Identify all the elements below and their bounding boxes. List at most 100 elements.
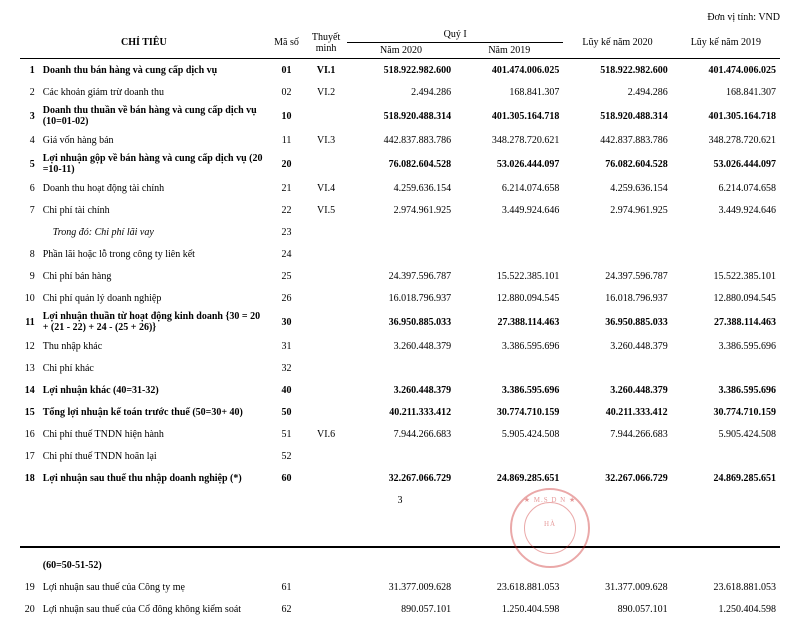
cell	[305, 265, 347, 287]
cell: 20	[268, 151, 305, 177]
cell: 52	[268, 445, 305, 467]
cell: Lợi nhuận sau thuế thu nhập doanh nghiệp…	[39, 467, 268, 489]
unit-label: Đơn vị tính: VND	[20, 12, 780, 23]
cell: 15.522.385.101	[455, 265, 563, 287]
cell: Phần lãi hoặc lỗ trong công ty liên kết	[39, 243, 268, 265]
cell: 442.837.883.786	[563, 129, 671, 151]
cell: 1	[20, 59, 39, 82]
cell: VI.5	[305, 199, 347, 221]
cell: 4.259.636.154	[347, 177, 455, 199]
cell: 25	[268, 265, 305, 287]
cell: 2	[20, 81, 39, 103]
cell: VI.3	[305, 129, 347, 151]
cell: Thu nhập khác	[39, 335, 268, 357]
cell: VI.1	[305, 59, 347, 82]
cell: 348.278.720.621	[672, 129, 780, 151]
cell: Chi phí bán hàng	[39, 265, 268, 287]
cell	[563, 243, 671, 265]
income-statement-table-cont: (60=50-51-52) 19Lợi nhuận sau thuế của C…	[20, 554, 780, 620]
cell: 518.922.982.600	[563, 59, 671, 82]
table-row: 18Lợi nhuận sau thuế thu nhập doanh nghi…	[20, 467, 780, 489]
cell: 32.267.066.729	[563, 467, 671, 489]
cell: 10	[268, 103, 305, 129]
cell: 01	[268, 59, 305, 82]
table-row: 19Lợi nhuận sau thuế của Công ty mẹ6131.…	[20, 576, 780, 598]
cell: 31.377.009.628	[563, 576, 671, 598]
cell: 6	[20, 177, 39, 199]
cell: 7	[20, 199, 39, 221]
cell	[347, 357, 455, 379]
cell	[347, 221, 455, 243]
cell: 3.260.448.379	[347, 335, 455, 357]
cell	[305, 287, 347, 309]
table-row-formula: (60=50-51-52)	[20, 554, 780, 576]
cell: 12.880.094.545	[455, 287, 563, 309]
table-body-cont: (60=50-51-52) 19Lợi nhuận sau thuế của C…	[20, 554, 780, 620]
cell: 7.944.266.683	[347, 423, 455, 445]
cell: VI.2	[305, 81, 347, 103]
cell: 11	[268, 129, 305, 151]
cell: 15.522.385.101	[672, 265, 780, 287]
cell	[305, 445, 347, 467]
table-row: 8Phần lãi hoặc lỗ trong công ty liên kết…	[20, 243, 780, 265]
cell	[563, 445, 671, 467]
cell: 3	[20, 103, 39, 129]
cell: 13	[20, 357, 39, 379]
cell: 518.920.488.314	[347, 103, 455, 129]
cell: 27.388.114.463	[455, 309, 563, 335]
table-row: Trong đó: Chi phí lãi vay23	[20, 221, 780, 243]
cell: 3.386.595.696	[672, 335, 780, 357]
cell: Doanh thu bán hàng và cung cấp dịch vụ	[39, 59, 268, 82]
table-body-main: 1Doanh thu bán hàng và cung cấp dịch vụ0…	[20, 59, 780, 490]
cell: 168.841.307	[455, 81, 563, 103]
cell: 16	[20, 423, 39, 445]
cell: 24.869.285.651	[455, 467, 563, 489]
cell: 348.278.720.621	[455, 129, 563, 151]
cell: 23.618.881.053	[455, 576, 563, 598]
cell: 31.377.009.628	[347, 576, 455, 598]
cell: 17	[20, 445, 39, 467]
cell	[305, 309, 347, 335]
cell: VI.4	[305, 177, 347, 199]
table-row: 11Lợi nhuận thuần từ hoạt động kinh doan…	[20, 309, 780, 335]
cell: 6.214.074.658	[455, 177, 563, 199]
cell: Lợi nhuận khác (40=31-32)	[39, 379, 268, 401]
cell: Chi phí quản lý doanh nghiệp	[39, 287, 268, 309]
cell: 518.920.488.314	[563, 103, 671, 129]
cell: 22	[268, 199, 305, 221]
company-stamp-icon: ★ M.S D N ★ HÀ	[510, 488, 590, 568]
cell	[455, 221, 563, 243]
cell: Lợi nhuận thuần từ hoạt động kinh doanh …	[39, 309, 268, 335]
cell: 401.305.164.718	[455, 103, 563, 129]
table-row: 17Chi phí thuế TNDN hoãn lại52	[20, 445, 780, 467]
cell: 1.250.404.598	[455, 598, 563, 620]
cell	[305, 357, 347, 379]
cell: 15	[20, 401, 39, 423]
cell: 31	[268, 335, 305, 357]
cell	[347, 243, 455, 265]
table-row: 14Lợi nhuận khác (40=31-32)403.260.448.3…	[20, 379, 780, 401]
hdr-ma-so: Mã số	[268, 27, 305, 59]
cell: 5.905.424.508	[672, 423, 780, 445]
cell: 8	[20, 243, 39, 265]
cell: 30.774.710.159	[455, 401, 563, 423]
cell: 442.837.883.786	[347, 129, 455, 151]
cell: Doanh thu hoạt động tài chính	[39, 177, 268, 199]
table-row: 10Chi phí quản lý doanh nghiệp2616.018.7…	[20, 287, 780, 309]
hdr-chi-tieu: CHỈ TIÊU	[20, 27, 268, 59]
income-statement-table: CHỈ TIÊU Mã số Thuyết minh Quý I Lũy kế …	[20, 27, 780, 489]
hdr-nam-2020: Năm 2020	[347, 43, 455, 59]
cell: 16.018.796.937	[347, 287, 455, 309]
cell: 18	[20, 467, 39, 489]
cell: Lợi nhuận sau thuế của Cổ đông không kiể…	[39, 598, 268, 620]
cell: 2.974.961.925	[563, 199, 671, 221]
cell: 401.305.164.718	[672, 103, 780, 129]
table-row: 5Lợi nhuận gộp về bán hàng và cung cấp d…	[20, 151, 780, 177]
cell: Các khoản giảm trừ doanh thu	[39, 81, 268, 103]
cell	[305, 598, 347, 620]
page-divider	[20, 546, 780, 548]
cell	[672, 445, 780, 467]
cell: 2.494.286	[563, 81, 671, 103]
cell	[455, 357, 563, 379]
cell: Chi phí thuế TNDN hoãn lại	[39, 445, 268, 467]
